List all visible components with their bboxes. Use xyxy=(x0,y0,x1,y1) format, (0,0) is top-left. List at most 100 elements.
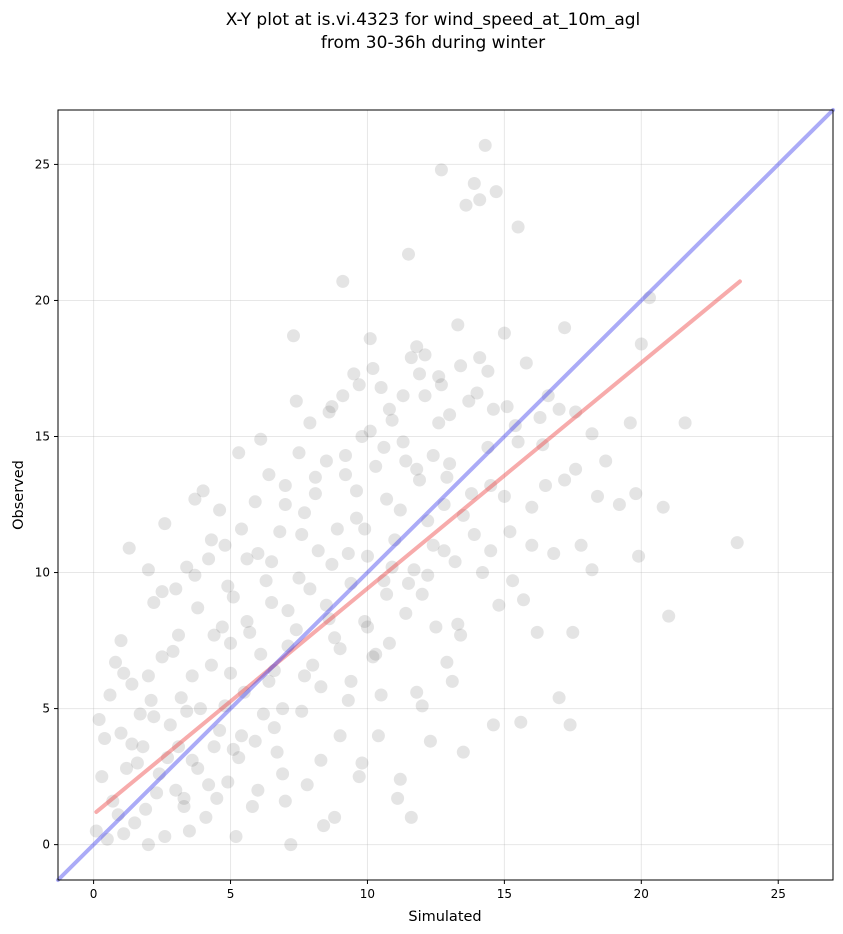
scatter-point xyxy=(278,479,292,492)
scatter-point xyxy=(267,664,281,677)
scatter-point xyxy=(152,767,166,781)
scatter-point xyxy=(500,400,514,414)
scatter-point xyxy=(125,677,139,691)
scatter-point xyxy=(569,462,583,476)
scatter-point xyxy=(536,438,550,452)
scatter-point xyxy=(136,740,150,754)
scatter-point xyxy=(484,479,498,492)
grid-lines xyxy=(58,110,833,880)
scatter-point xyxy=(448,555,462,569)
y-tick-label: 0 xyxy=(42,838,50,852)
scatter-point xyxy=(284,838,298,852)
scatter-point xyxy=(391,791,405,805)
scatter-point xyxy=(486,402,500,416)
scatter-point xyxy=(552,691,566,705)
scatter-point xyxy=(388,533,402,547)
scatter-point xyxy=(396,435,410,449)
scatter-point xyxy=(235,522,248,536)
scatter-point xyxy=(632,549,646,563)
scatter-point xyxy=(336,389,350,403)
scatter-point xyxy=(240,552,254,566)
scatter-point xyxy=(437,544,451,558)
scatter-point xyxy=(147,710,161,724)
scatter-point xyxy=(402,576,415,590)
scatter-point xyxy=(525,500,539,514)
scatter-point xyxy=(251,547,265,560)
scatter-point xyxy=(267,721,281,735)
scatter-point xyxy=(204,533,218,547)
scatter-point xyxy=(147,596,161,609)
scatter-point xyxy=(202,552,216,566)
scatter-point xyxy=(141,669,155,683)
scatter-point xyxy=(218,538,232,552)
scatter-point xyxy=(344,674,358,688)
scatter-point xyxy=(185,669,199,683)
scatter-point xyxy=(393,503,407,517)
scatter-point xyxy=(341,547,355,560)
scatter-point xyxy=(385,413,399,427)
scatter-point xyxy=(237,685,251,699)
scatter-point xyxy=(158,517,172,531)
scatter-point xyxy=(254,432,268,446)
scatter-point xyxy=(182,824,196,838)
x-tick-label: 20 xyxy=(634,887,649,901)
scatter-point xyxy=(314,753,328,767)
scatter-point xyxy=(426,449,440,462)
scatter-point xyxy=(355,430,369,443)
scatter-point xyxy=(98,732,112,745)
scatter-point xyxy=(459,198,473,212)
scatter-point xyxy=(188,492,202,506)
scatter-point xyxy=(476,566,489,579)
scatter-point xyxy=(128,816,142,830)
scatter-point xyxy=(440,470,454,484)
scatter-point xyxy=(204,658,218,672)
scatter-point xyxy=(270,745,284,759)
scatter-point xyxy=(215,620,229,634)
scatter-point xyxy=(289,394,303,408)
scatter-point xyxy=(169,582,183,596)
scatter-point xyxy=(221,579,235,593)
scatter-point xyxy=(174,691,188,705)
scatter-point xyxy=(355,756,369,770)
scatter-point xyxy=(339,468,352,482)
scatter-point xyxy=(95,770,109,784)
scatter-point xyxy=(426,538,440,552)
scatter-point xyxy=(467,177,481,190)
scatter-point xyxy=(361,549,374,563)
scatter-point xyxy=(248,734,262,748)
scatter-point xyxy=(199,810,213,824)
scatter-point xyxy=(322,612,336,626)
scatter-point xyxy=(273,525,287,539)
scatter-point xyxy=(322,405,336,419)
y-axis-ticks: 0 5 10 15 20 25 xyxy=(35,157,58,852)
x-tick-label: 15 xyxy=(497,887,512,901)
scatter-point xyxy=(243,625,257,639)
scatter-point xyxy=(328,631,342,645)
scatter-point xyxy=(443,457,457,471)
scatter-point xyxy=(591,489,604,503)
scatter-point xyxy=(202,778,216,792)
scatter-point xyxy=(172,628,185,642)
scatter-point xyxy=(139,802,153,816)
scatter-point xyxy=(456,508,470,522)
scatter-point xyxy=(196,484,210,498)
scatter-point xyxy=(341,693,355,707)
scatter-point xyxy=(371,729,385,743)
scatter-point xyxy=(377,574,391,588)
scatter-point xyxy=(117,666,131,680)
scatter-point xyxy=(298,506,311,520)
scatter-point xyxy=(623,416,637,430)
scatter-point xyxy=(248,495,262,509)
scatter-point xyxy=(218,699,232,713)
scatter-point xyxy=(295,704,309,718)
identity-line xyxy=(56,108,835,882)
scatter-point xyxy=(454,628,468,642)
scatter-point xyxy=(125,737,139,751)
scatter-point xyxy=(363,332,377,346)
scatter-point xyxy=(486,718,500,732)
x-tick-label: 25 xyxy=(771,887,786,901)
scatter-point xyxy=(643,291,656,305)
scatter-point xyxy=(256,707,270,721)
scatter-point xyxy=(484,544,498,558)
